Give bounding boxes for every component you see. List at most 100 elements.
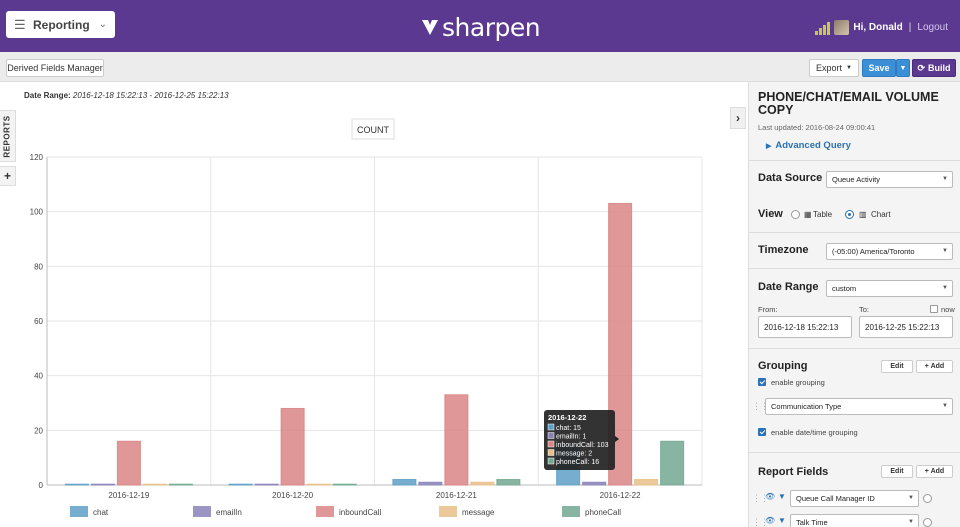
tooltip-swatch <box>547 440 555 448</box>
legend-label: emailIn <box>216 508 242 517</box>
caret-down-icon: ▼ <box>908 495 914 501</box>
grouping-label: Grouping <box>758 360 808 372</box>
bar-inboundCall <box>116 440 141 486</box>
report-settings-panel: PHONE/CHAT/EMAIL VOLUME COPY Last update… <box>748 82 960 527</box>
date-range-select[interactable]: custom ▼ <box>826 280 953 297</box>
report-fields-add-button[interactable]: + Add <box>916 465 953 478</box>
chart-title: COUNT <box>357 125 389 135</box>
tooltip-swatch <box>547 423 555 431</box>
last-updated: Last updated: 2016-08-24 09:00:41 <box>758 123 876 132</box>
advanced-query-link[interactable]: ▶ Advanced Query <box>766 140 851 151</box>
report-field-select[interactable]: Talk Time ▼ <box>790 514 919 527</box>
date-range-label: Date Range: <box>24 91 71 100</box>
legend-label: chat <box>93 508 109 517</box>
refresh-icon: ⟳ <box>917 62 926 73</box>
brand-logo: sharpen <box>420 12 541 42</box>
now-label: now <box>941 305 955 314</box>
date-range-section-label: Date Range <box>758 281 819 293</box>
bar-inboundCall <box>280 407 305 486</box>
caret-down-icon: ▼ <box>942 403 948 409</box>
sharpen-logo-icon <box>422 20 438 35</box>
drag-handle-icon[interactable]: ⋮⋮ <box>752 493 769 503</box>
add-report-button[interactable]: + <box>0 166 16 186</box>
date-range-value: 2016-12-18 15:22:13 - 2016-12-25 15:22:1… <box>72 91 229 100</box>
now-checkbox[interactable] <box>930 305 938 313</box>
reports-tab[interactable]: REPORTS <box>0 110 16 162</box>
legend-label: message <box>462 508 495 517</box>
tooltip-line: phoneCall: 16 <box>556 459 599 466</box>
report-field-select[interactable]: Queue Call Manager ID ▼ <box>790 490 919 507</box>
grouping-field-value: Communication Type <box>771 402 842 411</box>
signal-icon <box>815 21 831 35</box>
bar-emailIn <box>254 483 279 486</box>
report-field-radio[interactable] <box>923 518 932 527</box>
enable-datetime-grouping-checkbox[interactable] <box>758 428 766 436</box>
avatar[interactable] <box>834 20 850 35</box>
drag-handle-icon[interactable]: ⋮⋮ <box>752 517 769 527</box>
data-source-select[interactable]: Queue Activity ▼ <box>826 171 953 188</box>
report-fields-label: Report Fields <box>758 466 829 478</box>
report-field-value: Talk Time <box>796 518 828 527</box>
bar-phoneCall <box>660 440 685 486</box>
caret-down-icon: ▼ <box>846 65 852 71</box>
view-table-radio[interactable] <box>791 210 800 219</box>
tooltip-swatch <box>547 457 555 465</box>
legend-swatch <box>316 506 334 517</box>
eye-icon[interactable]: 👁 <box>765 492 776 501</box>
bar-message <box>470 481 495 486</box>
filter-icon[interactable]: ▼ <box>778 516 786 525</box>
caret-down-icon: ▼ <box>908 519 914 525</box>
timezone-value: (-05:00) America/Toronto <box>832 247 915 256</box>
divider <box>749 268 960 269</box>
drag-handle-icon[interactable]: ⋮⋮ <box>752 401 769 411</box>
x-tick-label: 2016-12-21 <box>436 491 477 500</box>
build-button[interactable]: ⟳ Build <box>912 59 956 77</box>
save-dropdown-button[interactable]: ▼ <box>896 59 910 77</box>
to-date-input[interactable]: 2016-12-25 15:22:13 <box>859 316 953 338</box>
report-title: PHONE/CHAT/EMAIL VOLUME COPY <box>758 90 939 117</box>
y-tick-label: 60 <box>34 317 43 326</box>
grouping-edit-button[interactable]: Edit <box>881 360 913 373</box>
tooltip-line: message: 2 <box>556 451 592 458</box>
to-label: To: <box>859 305 870 314</box>
view-label: View <box>758 208 783 220</box>
export-button-label: Export <box>816 63 843 73</box>
save-button[interactable]: Save <box>862 59 896 77</box>
enable-grouping-checkbox[interactable] <box>758 378 766 386</box>
module-select[interactable]: ☰ Reporting ⌄ <box>6 11 115 38</box>
bar-message <box>142 483 167 486</box>
divider <box>749 160 960 161</box>
data-source-label: Data Source <box>758 172 823 184</box>
divider <box>749 452 960 453</box>
x-tick-label: 2016-12-19 <box>108 491 149 500</box>
grouping-add-button[interactable]: + Add <box>916 360 953 373</box>
legend-swatch <box>562 506 580 517</box>
view-chart-label: Chart <box>871 210 891 219</box>
from-label: From: <box>758 305 778 314</box>
report-field-radio[interactable] <box>923 494 932 503</box>
export-button[interactable]: Export ▼ <box>809 59 859 77</box>
from-date-input[interactable]: 2016-12-18 15:22:13 <box>758 316 852 338</box>
view-chart-radio[interactable] <box>845 210 854 219</box>
logout-link[interactable]: Logout <box>917 22 948 33</box>
legend-label: inboundCall <box>339 508 381 517</box>
filter-icon[interactable]: ▼ <box>778 492 786 501</box>
header-separator: | <box>908 22 912 33</box>
y-tick-label: 0 <box>39 481 44 490</box>
top-bar: ☰ Reporting ⌄ sharpen Hi, Donald | Logou… <box>0 0 960 52</box>
chevron-down-icon: ⌄ <box>98 19 107 30</box>
advanced-query-label: Advanced Query <box>775 140 851 151</box>
derived-fields-manager-button[interactable]: Derived Fields Manager <box>6 59 104 77</box>
toolbar: Derived Fields Manager Export ▼ Save ▼ ⟳… <box>0 52 960 82</box>
timezone-select[interactable]: (-05:00) America/Toronto ▼ <box>826 243 953 260</box>
collapse-panel-button[interactable]: › <box>730 107 746 129</box>
report-fields-edit-button[interactable]: Edit <box>881 465 913 478</box>
grouping-field-select[interactable]: Communication Type ▼ <box>765 398 953 415</box>
y-tick-label: 120 <box>30 153 44 162</box>
legend-swatch <box>439 506 457 517</box>
eye-icon[interactable]: 👁 <box>765 516 776 525</box>
bar-chat <box>228 483 253 486</box>
tooltip-box <box>544 410 615 470</box>
tooltip-swatch <box>547 432 555 439</box>
caret-down-icon: ▼ <box>942 285 948 291</box>
